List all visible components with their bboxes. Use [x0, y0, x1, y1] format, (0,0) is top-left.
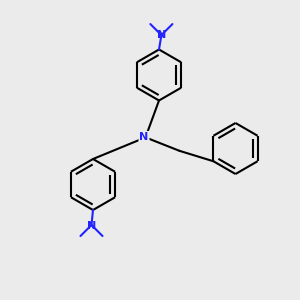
Text: N: N: [140, 132, 148, 142]
Text: N: N: [87, 220, 96, 231]
Text: N: N: [157, 29, 166, 40]
